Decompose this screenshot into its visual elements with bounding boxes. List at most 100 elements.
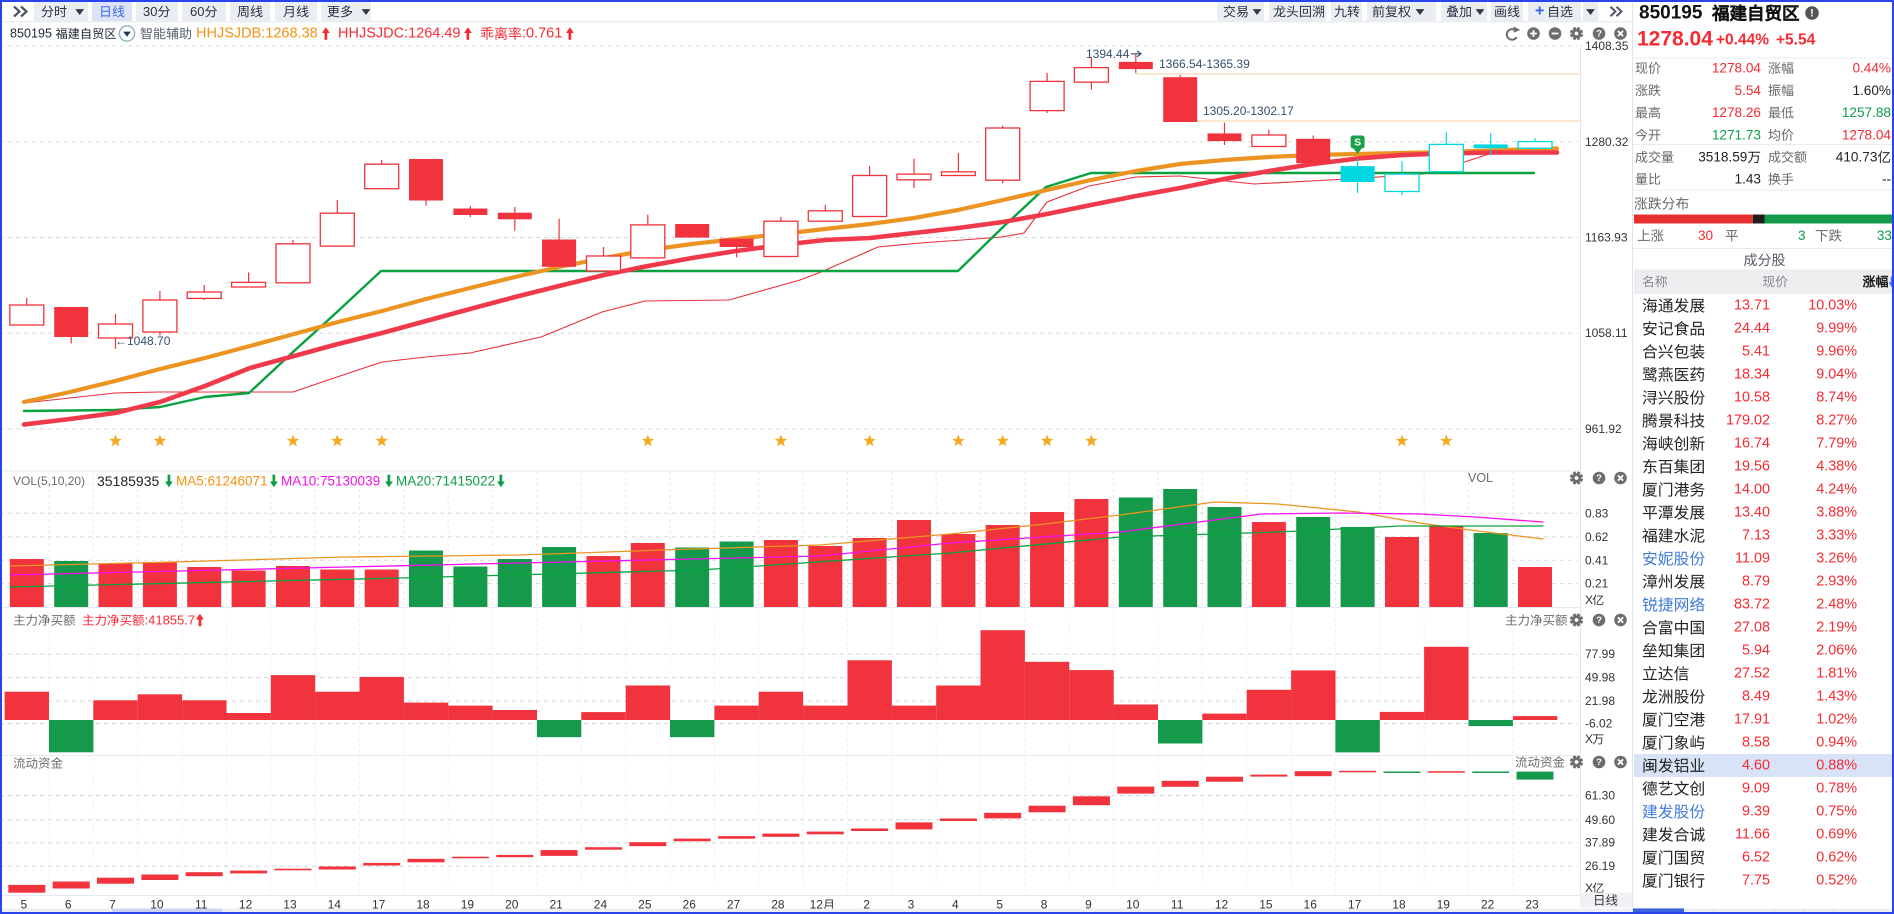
svg-text:--: --: [1882, 172, 1891, 187]
svg-text:1.43%: 1.43%: [1816, 689, 1857, 705]
svg-text:4: 4: [952, 898, 959, 912]
svg-text:8.58: 8.58: [1742, 735, 1770, 751]
svg-text:0.62%: 0.62%: [1816, 850, 1857, 866]
svg-text:1163.93: 1163.93: [1585, 231, 1628, 245]
svg-text:850195: 850195: [1639, 3, 1703, 24]
svg-text:1.81%: 1.81%: [1816, 666, 1857, 682]
svg-text:?: ?: [1596, 473, 1602, 484]
svg-text:0.94%: 0.94%: [1816, 735, 1857, 751]
svg-text:!: !: [1810, 8, 1814, 20]
svg-text:5: 5: [20, 898, 27, 912]
svg-text:27: 27: [727, 898, 741, 912]
svg-text:13.40: 13.40: [1734, 505, 1770, 521]
svg-text:7.79%: 7.79%: [1816, 436, 1857, 452]
svg-text:7.75: 7.75: [1742, 873, 1770, 889]
svg-text:MA5:61246071: MA5:61246071: [176, 474, 268, 489]
svg-text:5.94: 5.94: [1742, 643, 1770, 659]
svg-text:1305.20-1302.17: 1305.20-1302.17: [1203, 104, 1294, 118]
svg-text:26.19: 26.19: [1585, 859, 1615, 873]
svg-text:2.19%: 2.19%: [1816, 620, 1857, 636]
svg-text:0.75%: 0.75%: [1816, 804, 1857, 820]
svg-text:1278.04: 1278.04: [1712, 61, 1762, 76]
svg-text:35185935: 35185935: [97, 473, 160, 489]
svg-text:11.09: 11.09: [1735, 551, 1770, 567]
svg-text:-6.02: -6.02: [1585, 717, 1613, 731]
svg-text:10: 10: [150, 898, 164, 912]
svg-text:49.60: 49.60: [1585, 813, 1615, 827]
svg-text:7: 7: [109, 898, 116, 912]
svg-text:179.02: 179.02: [1726, 413, 1770, 429]
svg-text:6.52: 6.52: [1742, 850, 1770, 866]
svg-text:8: 8: [1041, 898, 1048, 912]
svg-text:1.60%: 1.60%: [1852, 83, 1891, 98]
svg-text:0.88%: 0.88%: [1816, 758, 1857, 774]
svg-text:2.93%: 2.93%: [1816, 574, 1857, 590]
svg-text:3: 3: [1798, 228, 1806, 243]
svg-text:16.74: 16.74: [1734, 436, 1770, 452]
svg-text:1271.73: 1271.73: [1712, 127, 1761, 142]
svg-text:13.71: 13.71: [1734, 298, 1770, 314]
svg-text:33: 33: [1877, 228, 1892, 243]
svg-text:21.98: 21.98: [1585, 694, 1615, 708]
svg-text:HHJSJDB:1268.38: HHJSJDB:1268.38: [196, 26, 318, 42]
svg-text:21: 21: [549, 898, 563, 912]
svg-text:3.26%: 3.26%: [1816, 551, 1857, 567]
svg-text:9.96%: 9.96%: [1816, 344, 1857, 360]
svg-text:37.89: 37.89: [1585, 836, 1615, 850]
svg-text:1366.54-1365.39: 1366.54-1365.39: [1159, 57, 1250, 71]
svg-text:+0.44%: +0.44%: [1716, 32, 1769, 49]
svg-text:?: ?: [1596, 29, 1602, 40]
svg-text:5.41: 5.41: [1742, 344, 1770, 360]
svg-text:0.21: 0.21: [1585, 577, 1609, 591]
svg-text:0.41: 0.41: [1585, 553, 1609, 567]
svg-text:49.98: 49.98: [1585, 671, 1615, 685]
svg-text:1280.32: 1280.32: [1585, 135, 1629, 149]
svg-text:9: 9: [1085, 898, 1092, 912]
svg-text:10: 10: [1126, 898, 1140, 912]
svg-text:18: 18: [1392, 898, 1406, 912]
svg-text:11.66: 11.66: [1735, 827, 1770, 843]
svg-text:19.56: 19.56: [1734, 459, 1770, 475]
svg-text:0.62: 0.62: [1585, 530, 1609, 544]
svg-text:83.72: 83.72: [1734, 597, 1770, 613]
svg-text:1278.04: 1278.04: [1637, 28, 1713, 51]
svg-text:14.00: 14.00: [1734, 482, 1770, 498]
svg-text:+: +: [1535, 3, 1544, 20]
svg-text:12: 12: [239, 898, 253, 912]
svg-text:16: 16: [1304, 898, 1318, 912]
svg-text:5.54: 5.54: [1735, 83, 1762, 98]
svg-text:10.58: 10.58: [1734, 390, 1770, 406]
svg-text:850195: 850195: [10, 27, 52, 41]
svg-text:VOL(5,10,20): VOL(5,10,20): [13, 474, 85, 488]
svg-text:1408.35: 1408.35: [1585, 39, 1629, 53]
svg-text:27.08: 27.08: [1734, 620, 1770, 636]
svg-text:8.79: 8.79: [1742, 574, 1770, 590]
svg-text:3.88%: 3.88%: [1816, 505, 1857, 521]
svg-text:10.03%: 10.03%: [1808, 298, 1857, 314]
svg-text:3518.59: 3518.59: [1698, 150, 1747, 165]
svg-text::41855.7: :41855.7: [145, 613, 196, 628]
svg-text:30: 30: [1698, 228, 1714, 243]
svg-text:15: 15: [1259, 898, 1273, 912]
svg-text:13: 13: [283, 898, 297, 912]
svg-text:8.49: 8.49: [1742, 689, 1770, 705]
svg-text:28: 28: [771, 898, 785, 912]
svg-text:61.30: 61.30: [1585, 789, 1615, 803]
svg-text:24.44: 24.44: [1734, 321, 1770, 337]
svg-text:←1048.70: ←1048.70: [115, 334, 171, 348]
svg-text:25: 25: [638, 898, 652, 912]
svg-text:18.34: 18.34: [1734, 367, 1770, 383]
svg-text:17.91: 17.91: [1734, 712, 1770, 728]
svg-text:S: S: [1354, 137, 1361, 149]
svg-text:1278.26: 1278.26: [1712, 105, 1761, 120]
svg-text:23: 23: [1525, 898, 1539, 912]
svg-text:961.92: 961.92: [1585, 422, 1622, 436]
svg-text:77.99: 77.99: [1585, 647, 1615, 661]
svg-text:?: ?: [1596, 757, 1602, 768]
svg-text:0.83: 0.83: [1585, 506, 1609, 520]
svg-text:9.99%: 9.99%: [1816, 321, 1857, 337]
svg-text:0.78%: 0.78%: [1816, 781, 1857, 797]
svg-text:17: 17: [1348, 898, 1362, 912]
svg-text:7.13: 7.13: [1742, 528, 1770, 544]
svg-text:2.48%: 2.48%: [1816, 597, 1857, 613]
